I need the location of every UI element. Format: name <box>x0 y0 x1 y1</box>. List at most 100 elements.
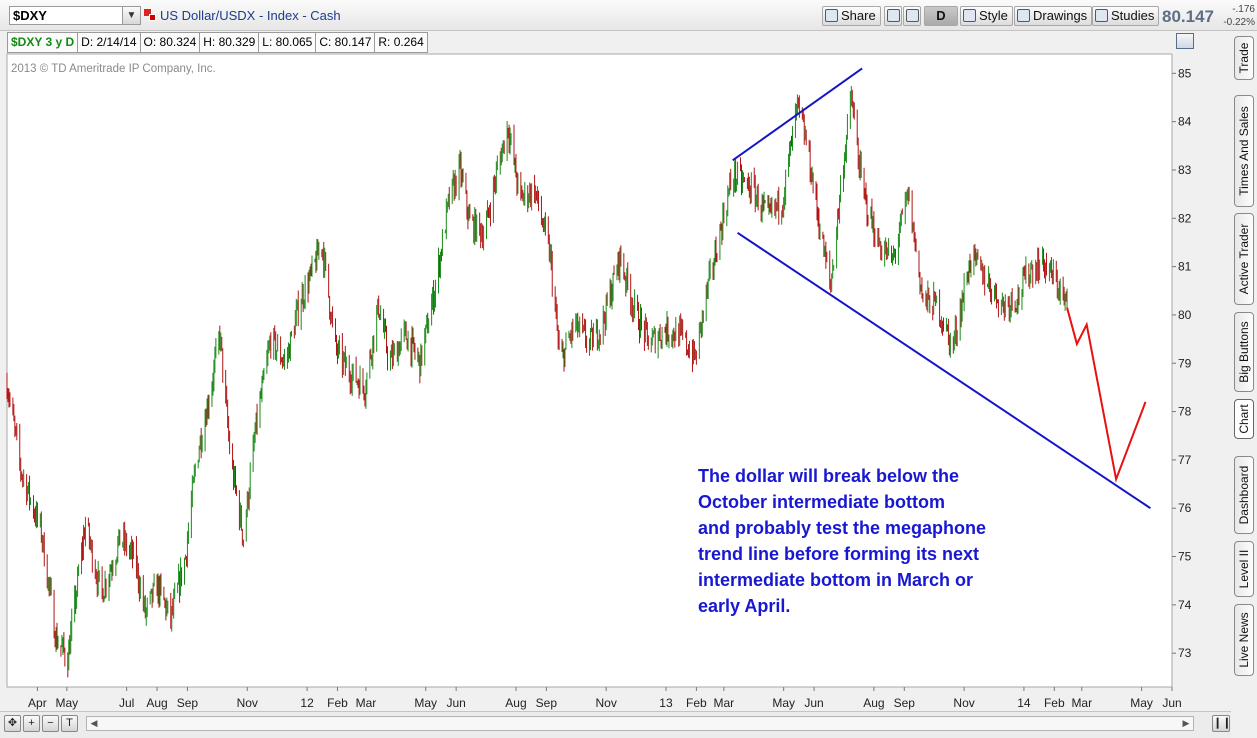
percent-change: -0.22% <box>1223 17 1255 28</box>
trendlines <box>732 67 1151 510</box>
tab-times-and-sales[interactable]: Times And Sales <box>1234 95 1254 207</box>
link-icon[interactable] <box>144 9 156 21</box>
tab-dashboard[interactable]: Dashboard <box>1234 456 1254 534</box>
zoom-in-icon[interactable]: + <box>23 715 40 732</box>
y-tick-label: 74 <box>1178 598 1192 612</box>
text-tool-icon[interactable]: T <box>61 715 78 732</box>
price-chart[interactable]: 2013 © TD Ameritrade IP Company, Inc. 73… <box>0 0 1231 711</box>
style-button[interactable]: Style <box>960 6 1013 26</box>
bar-range: R: 0.264 <box>374 32 428 53</box>
x-tick-label: Feb <box>1044 696 1065 710</box>
timeframe-d-button[interactable]: D <box>924 6 958 26</box>
copyright-text: 2013 © TD Ameritrade IP Company, Inc. <box>11 63 216 75</box>
y-tick-label: 73 <box>1178 646 1192 660</box>
x-tick-label: 12 <box>300 696 314 710</box>
settings-button[interactable] <box>903 6 921 26</box>
zoom-out-icon[interactable]: − <box>42 715 59 732</box>
symbol-input[interactable]: $DXY ▼ <box>9 6 141 25</box>
x-tick-label: Nov <box>237 696 258 710</box>
y-axis: 73 74 75 76 77 78 79 80 81 82 83 84 85 <box>1172 66 1192 660</box>
x-tick-label: Jun <box>446 696 465 710</box>
tab-trade[interactable]: Trade <box>1234 36 1254 80</box>
x-tick-label: Sep <box>177 696 199 710</box>
symbol-period[interactable]: $DXY 3 y D <box>7 32 79 53</box>
wrench-icon <box>887 9 900 22</box>
fit-chart-icon[interactable]: ❙❙ <box>1212 715 1231 732</box>
bar-low: L: 80.065 <box>258 32 317 53</box>
x-tick-label: Mar <box>714 696 735 710</box>
toolbar: $DXY ▼ US Dollar/USDX - Index - Cash Sha… <box>0 0 1257 31</box>
megaphone-trendline <box>732 67 863 162</box>
plot-area <box>6 53 1173 688</box>
x-tick-label: May <box>55 696 78 710</box>
studies-label: Studies <box>1111 8 1155 23</box>
style-icon <box>963 9 976 22</box>
drawings-label: Drawings <box>1033 8 1088 23</box>
bottom-toolbar: ✥ + − T ◀ ▶ ❙❙ <box>0 711 1231 738</box>
x-tick-label: Nov <box>953 696 974 710</box>
x-tick-label: Mar <box>356 696 377 710</box>
x-tick-label: Sep <box>894 696 916 710</box>
drawing-tool-icon[interactable] <box>1176 33 1194 49</box>
share-button[interactable]: Share <box>822 6 881 26</box>
tools-button[interactable] <box>884 6 902 26</box>
tab-live-news[interactable]: Live News <box>1234 604 1254 676</box>
x-tick-label: Apr <box>28 696 47 710</box>
annotation-line: and probably test the megaphone <box>698 518 986 538</box>
x-tick-label: Jun <box>1162 696 1181 710</box>
style-label: Style <box>979 8 1008 23</box>
bar-open: O: 80.324 <box>139 32 201 53</box>
symbol-text: $DXY <box>13 8 47 23</box>
last-price: 80.147 <box>1162 7 1214 26</box>
scroll-right-icon[interactable]: ▶ <box>1182 718 1190 728</box>
drawings-button[interactable]: Drawings <box>1014 6 1093 26</box>
tab-big-buttons[interactable]: Big Buttons <box>1234 312 1254 392</box>
annotation: The dollar will break below the October i… <box>698 466 986 616</box>
y-tick-label: 79 <box>1178 356 1192 370</box>
x-tick-label: May <box>772 696 795 710</box>
pencil-icon <box>1017 9 1030 22</box>
x-tick-label: May <box>1130 696 1153 710</box>
y-tick-label: 80 <box>1178 308 1192 322</box>
pan-icon[interactable]: ✥ <box>4 715 21 732</box>
y-tick-label: 77 <box>1178 453 1192 467</box>
studies-icon <box>1095 9 1108 22</box>
bar-date: D: 2/14/14 <box>77 32 141 53</box>
tab-chart[interactable]: Chart <box>1234 399 1254 439</box>
y-tick-label: 81 <box>1178 260 1192 274</box>
y-tick-label: 84 <box>1178 115 1192 129</box>
projection-line <box>1066 307 1147 483</box>
x-tick-label: Sep <box>536 696 558 710</box>
horizontal-scrollbar[interactable]: ◀ ▶ <box>86 716 1194 731</box>
quote-info-bar: $DXY 3 y D D: 2/14/14 O: 80.324 H: 80.32… <box>7 32 428 53</box>
y-tick-label: 75 <box>1178 550 1192 564</box>
x-tick-label: Nov <box>595 696 616 710</box>
tab-active-trader[interactable]: Active Trader <box>1234 213 1254 305</box>
y-tick-label: 78 <box>1178 405 1192 419</box>
symbol-dropdown-icon[interactable]: ▼ <box>122 7 140 24</box>
net-change: -.176 <box>1232 4 1255 15</box>
annotation-line: The dollar will break below the <box>698 466 959 486</box>
x-tick-label: May <box>414 696 437 710</box>
gear-icon <box>906 9 919 22</box>
x-axis: Apr May Jul Aug Sep Nov 12 Feb Mar May Jun Aug Sep No… <box>28 687 1182 710</box>
x-tick-label: Mar <box>1071 696 1092 710</box>
tab-level-ii[interactable]: Level II <box>1234 541 1254 597</box>
megaphone-trendline <box>737 231 1151 510</box>
annotation-line: intermediate bottom in March or <box>698 570 973 590</box>
price-bars <box>6 86 1068 678</box>
share-icon <box>825 9 838 22</box>
x-tick-label: Feb <box>327 696 348 710</box>
x-tick-label: Jul <box>119 696 134 710</box>
x-tick-label: Feb <box>686 696 707 710</box>
annotation-line: October intermediate bottom <box>698 492 945 512</box>
scroll-left-icon[interactable]: ◀ <box>90 718 98 728</box>
share-label: Share <box>841 8 876 23</box>
annotation-line: trend line before forming its next <box>698 544 979 564</box>
x-tick-label: Jun <box>804 696 823 710</box>
studies-button[interactable]: Studies <box>1092 6 1160 26</box>
x-tick-label: Aug <box>863 696 884 710</box>
x-tick-label: Aug <box>146 696 167 710</box>
bar-close: C: 80.147 <box>315 32 376 53</box>
x-tick-label: 13 <box>659 696 673 710</box>
